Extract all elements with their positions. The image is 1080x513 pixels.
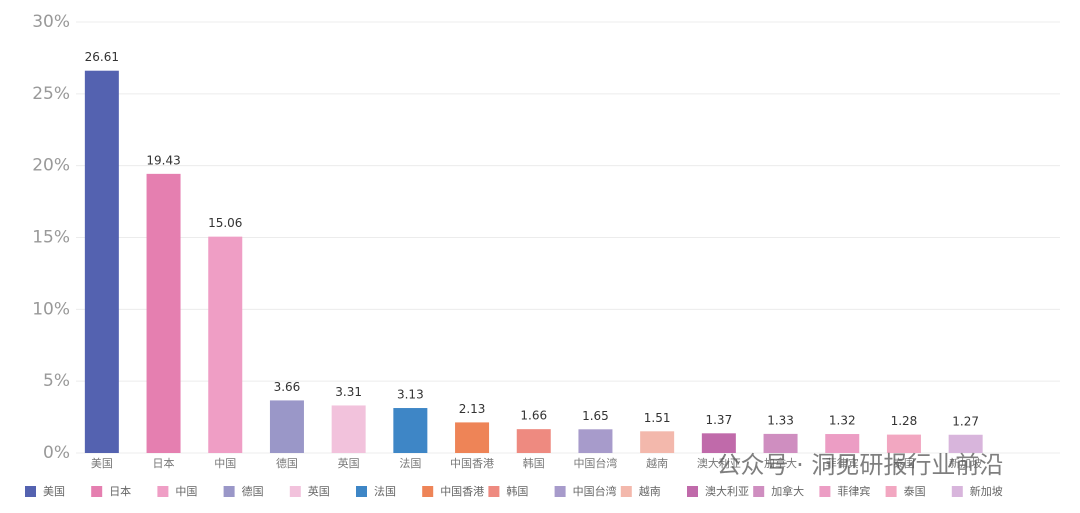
- value-label: 3.31: [335, 385, 362, 399]
- legend-swatch: [687, 486, 698, 497]
- legend-swatch: [753, 486, 765, 497]
- legend-swatch: [488, 486, 500, 497]
- legend-swatch: [25, 486, 36, 497]
- legend-swatch: [951, 486, 963, 497]
- value-label: 15.06: [208, 216, 242, 230]
- legend-swatch: [422, 486, 434, 497]
- x-tick-label: 英国: [338, 456, 360, 470]
- bar: [331, 405, 366, 453]
- x-tick-label: 澳大利亚: [697, 456, 741, 470]
- x-tick-label: 中国: [214, 457, 236, 470]
- bar: [701, 433, 736, 453]
- x-tick-label: 泰国: [893, 456, 915, 470]
- value-label: 1.32: [829, 414, 856, 428]
- legend-label: 德国: [242, 484, 264, 498]
- x-tick-label: 日本: [153, 456, 175, 470]
- legend-swatch: [620, 486, 632, 497]
- y-tick-label: 25%: [32, 84, 70, 104]
- x-tick-label: 美国: [91, 457, 113, 470]
- legend-swatch: [91, 486, 103, 497]
- legend-swatch: [554, 486, 566, 497]
- x-tick-label: 德国: [276, 456, 298, 470]
- legend-label: 中国香港: [440, 485, 484, 498]
- bar: [886, 434, 921, 453]
- value-label: 1.28: [891, 414, 918, 428]
- bar: [948, 434, 983, 453]
- legend-swatch: [819, 486, 831, 497]
- value-label: 3.66: [274, 380, 301, 394]
- bar: [578, 429, 613, 453]
- value-label: 1.33: [767, 413, 794, 427]
- legend-label: 澳大利亚: [705, 484, 749, 498]
- y-tick-label: 15%: [32, 228, 70, 248]
- x-tick-label: 加拿大: [764, 456, 797, 470]
- y-tick-label: 20%: [32, 156, 70, 176]
- legend-swatch: [289, 486, 301, 497]
- bar: [455, 422, 490, 453]
- legend-label: 加拿大: [771, 484, 804, 498]
- watermark: 公众号 · 洞见研报行业前沿: [717, 451, 1004, 479]
- legend-label: 日本: [109, 484, 131, 498]
- value-label: 26.61: [85, 50, 119, 64]
- bar: [84, 70, 119, 453]
- legend-label: 越南: [639, 484, 661, 498]
- legend-label: 泰国: [904, 484, 926, 498]
- value-label: 1.27: [952, 414, 979, 428]
- legend-swatch: [885, 486, 897, 497]
- y-tick-label: 30%: [32, 12, 70, 32]
- value-label: 1.66: [520, 409, 547, 423]
- legend-label: 法国: [374, 484, 396, 498]
- legend-label: 中国: [175, 485, 197, 498]
- y-tick-label: 5%: [43, 371, 70, 391]
- x-tick-label: 中国香港: [450, 457, 494, 470]
- y-tick-label: 0%: [43, 443, 70, 463]
- y-tick-label: 10%: [32, 299, 70, 319]
- x-tick-label: 越南: [646, 456, 668, 470]
- value-label: 1.51: [644, 411, 671, 425]
- legend-label: 美国: [43, 485, 65, 498]
- legend-label: 英国: [308, 484, 330, 498]
- legend-label: 菲律宾: [837, 484, 870, 498]
- value-label: 1.65: [582, 409, 609, 423]
- x-tick-label: 菲律宾: [826, 456, 859, 470]
- bar: [269, 400, 304, 453]
- x-tick-label: 法国: [399, 456, 421, 470]
- x-tick-label: 新加坡: [949, 456, 982, 470]
- legend-label: 新加坡: [970, 484, 1003, 498]
- bar: [516, 429, 551, 453]
- x-tick-label: 韩国: [523, 456, 545, 470]
- bar: [825, 434, 860, 453]
- value-label: 3.13: [397, 388, 424, 402]
- legend-label: 韩国: [506, 484, 528, 498]
- legend-swatch: [356, 486, 367, 497]
- x-tick-label: 中国台湾: [573, 456, 617, 470]
- legend-swatch: [223, 486, 235, 497]
- bar: [393, 408, 428, 453]
- value-label: 1.37: [705, 413, 732, 427]
- bar: [640, 431, 675, 453]
- bar: [208, 236, 243, 453]
- bar: [763, 433, 798, 453]
- legend-label: 中国台湾: [573, 484, 617, 498]
- value-label: 19.43: [146, 153, 180, 167]
- value-label: 2.13: [459, 402, 486, 416]
- legend-swatch: [157, 486, 169, 497]
- bar: [146, 173, 181, 454]
